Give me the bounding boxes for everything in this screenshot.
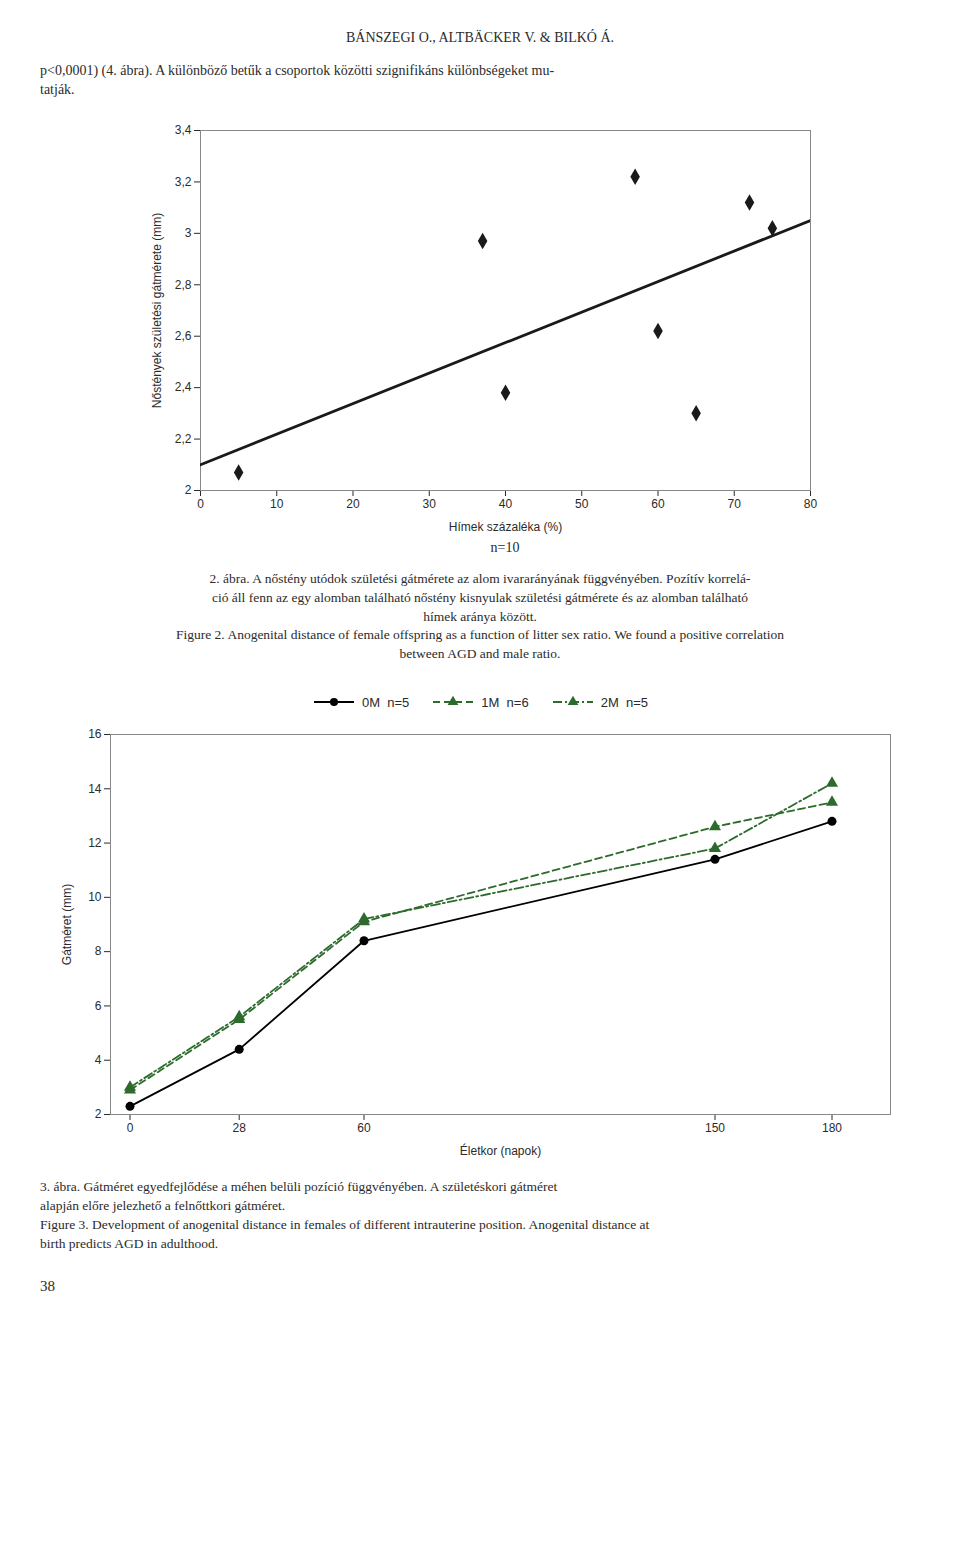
svg-text:10: 10 [88, 890, 102, 904]
html-text:2M n=5: 2M n=5 [600, 694, 648, 710]
svg-text:60: 60 [651, 497, 665, 511]
svg-text:2,4: 2,4 [175, 380, 192, 394]
svg-text:28: 28 [233, 1121, 247, 1135]
svg-text:40: 40 [499, 497, 513, 511]
svg-text:2: 2 [185, 483, 192, 497]
svg-text:30: 30 [423, 497, 437, 511]
svg-text:20: 20 [346, 497, 360, 511]
svg-text:6: 6 [95, 999, 102, 1013]
svg-text:Nőstények születési gátmérete: Nőstények születési gátmérete (mm) [150, 213, 164, 408]
svg-text:0: 0 [127, 1121, 134, 1135]
svg-text:Gátméret (mm): Gátméret (mm) [60, 884, 74, 965]
html-text:p<0,0001) (4. ábra). A különbö: p<0,0001) (4. ábra). A különböző betűk a… [40, 63, 555, 97]
svg-text:60: 60 [357, 1121, 371, 1135]
html-text:3. ábra. Gátméret egyedfejlődé: 3. ábra. Gátméret egyedfejlődése a méhen… [40, 1179, 650, 1251]
svg-text:Hímek százaléka (%): Hímek százaléka (%) [449, 519, 562, 533]
svg-text:50: 50 [575, 497, 589, 511]
svg-text:3,2: 3,2 [175, 175, 192, 189]
html-text:1M n=6: 1M n=6 [481, 694, 529, 710]
html-text:2. ábra. A nőstény utódok szül: 2. ábra. A nőstény utódok születési gátm… [176, 570, 784, 662]
svg-text:80: 80 [804, 497, 818, 511]
svg-text:3: 3 [185, 226, 192, 240]
svg-text:14: 14 [88, 782, 102, 796]
svg-text:12: 12 [88, 836, 102, 850]
svg-text:10: 10 [270, 497, 284, 511]
svg-text:2,6: 2,6 [175, 329, 192, 343]
svg-text:8: 8 [95, 945, 102, 959]
svg-text:Életkor (napok): Életkor (napok) [460, 1143, 541, 1158]
svg-text:4: 4 [95, 1053, 102, 1067]
svg-text:2: 2 [95, 1108, 102, 1122]
html-text:38: 38 [40, 1277, 55, 1294]
svg-text:0: 0 [197, 497, 204, 511]
html-text:n=10: n=10 [490, 539, 520, 555]
html-text:0M n=5: 0M n=5 [362, 694, 410, 710]
svg-text:70: 70 [728, 497, 742, 511]
svg-text:3,4: 3,4 [175, 123, 192, 137]
svg-text:2,2: 2,2 [175, 432, 192, 446]
svg-text:180: 180 [822, 1121, 842, 1135]
svg-text:150: 150 [705, 1121, 725, 1135]
html-text:BÁNSZEGI O., ALTBÄCKER V. & BI: BÁNSZEGI O., ALTBÄCKER V. & BILKÓ Á. [345, 30, 614, 45]
svg-text:2,8: 2,8 [175, 277, 192, 291]
svg-text:16: 16 [88, 728, 102, 742]
